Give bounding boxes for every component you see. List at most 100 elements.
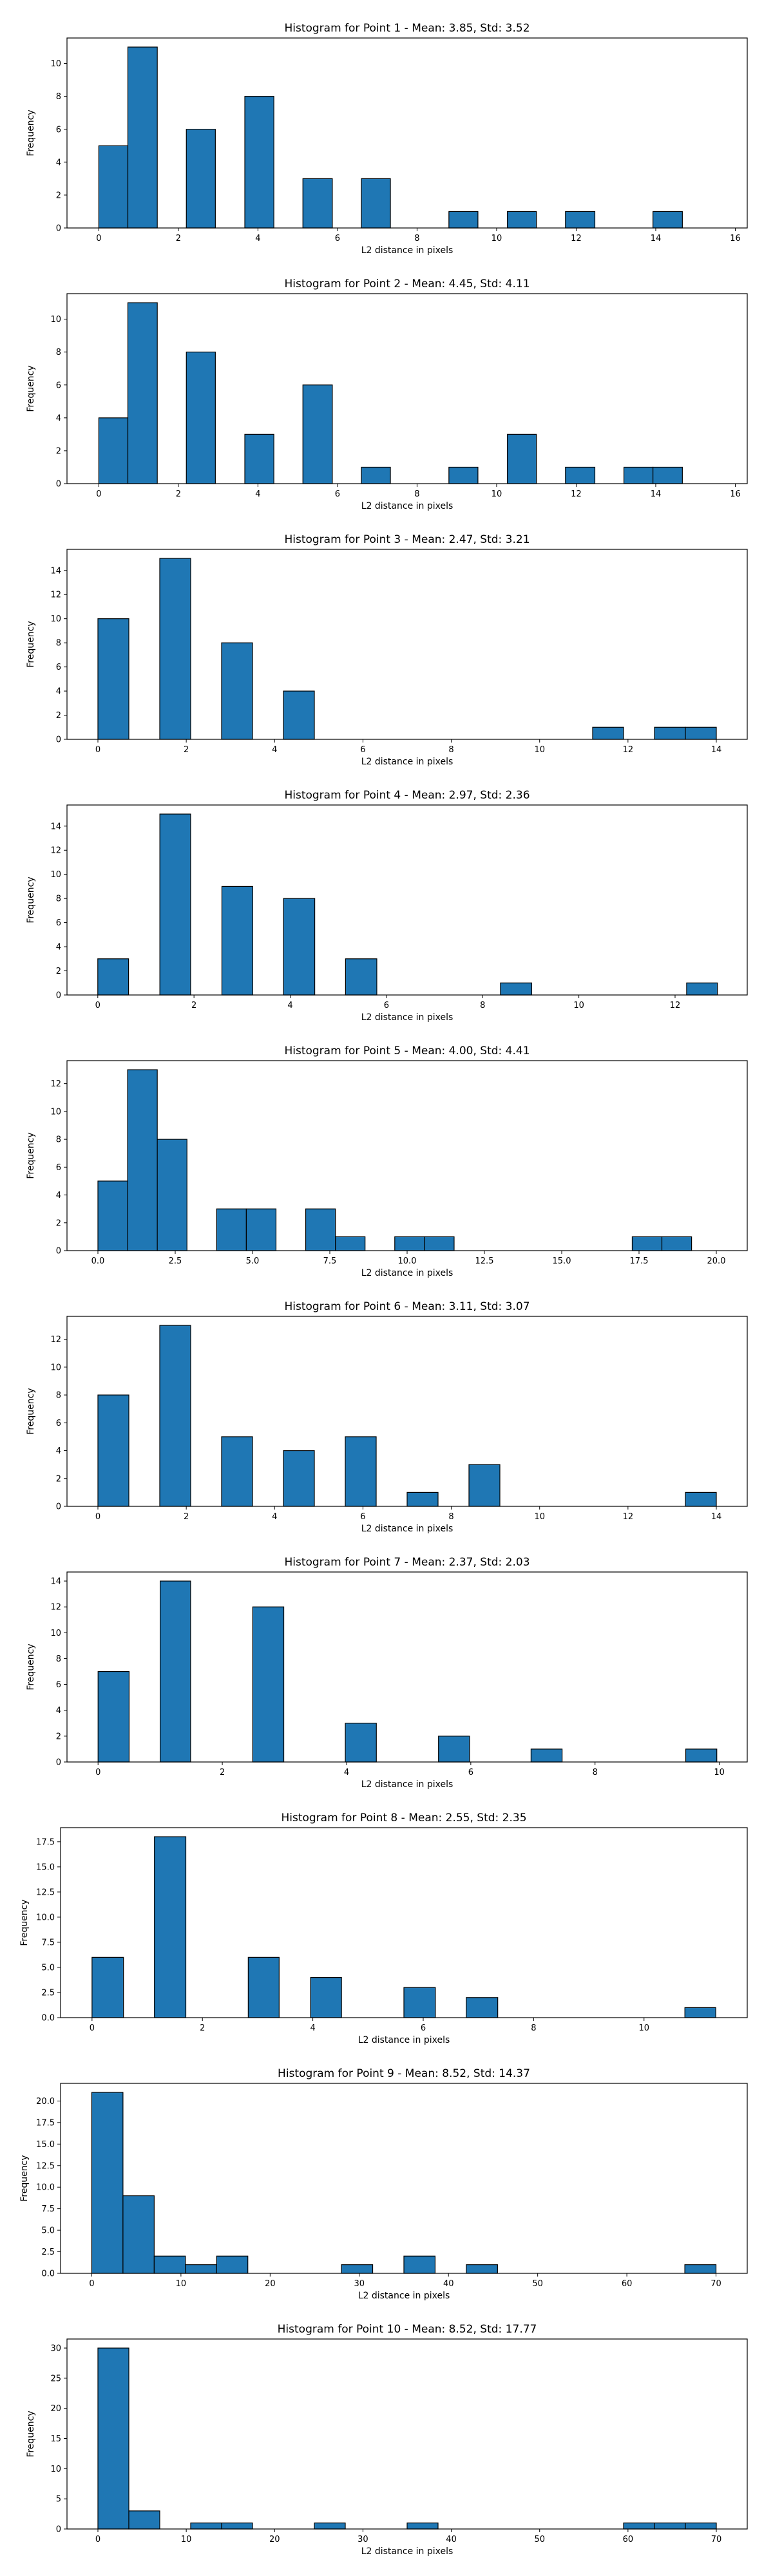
y-tick-label: 5.0 xyxy=(41,2226,55,2236)
y-tick-label: 8 xyxy=(56,895,61,904)
y-tick-label: 0 xyxy=(56,991,61,1001)
histogram-bar xyxy=(530,1748,563,1763)
histogram-bar xyxy=(661,1236,692,1251)
y-tick-label: 25 xyxy=(50,2374,61,2383)
histogram-bar xyxy=(97,1394,129,1507)
x-tick-label: 2 xyxy=(184,745,189,755)
x-tick-label: 50 xyxy=(532,2279,543,2289)
y-tick-label: 2 xyxy=(56,191,61,200)
histogram-bar xyxy=(252,1606,285,1763)
y-tick-label: 12 xyxy=(50,591,61,600)
x-tick-label: 0 xyxy=(89,2279,94,2289)
y-tick-label: 14 xyxy=(50,822,61,831)
histogram-bar xyxy=(631,1236,663,1251)
histogram-bar xyxy=(245,1208,277,1251)
x-axis-label: L2 distance in pixels xyxy=(361,245,453,256)
x-tick-label: 4 xyxy=(255,234,260,243)
y-tick-label: 2 xyxy=(56,1732,61,1741)
x-tick-label: 60 xyxy=(623,2535,634,2544)
x-tick-label: 2.5 xyxy=(169,1256,182,1266)
y-tick-label: 8 xyxy=(56,1654,61,1664)
y-tick-label: 8 xyxy=(56,1391,61,1401)
histogram-bar xyxy=(565,466,596,484)
y-tick-label: 7.5 xyxy=(41,1938,55,1947)
x-tick-label: 20 xyxy=(269,2535,280,2544)
y-tick-label: 20 xyxy=(50,2404,61,2414)
histogram-bar xyxy=(361,178,391,229)
x-tick-label: 10 xyxy=(638,2023,649,2033)
y-tick-label: 6 xyxy=(56,918,61,928)
histogram-panel-2: Histogram for Point 2 - Mean: 4.45, Std:… xyxy=(26,278,748,511)
histogram-bar xyxy=(341,2264,374,2274)
y-tick-label: 10 xyxy=(50,1629,61,1638)
histogram-bar xyxy=(153,2255,186,2274)
y-tick-label: 12.5 xyxy=(36,1888,55,1897)
y-tick-label: 2.5 xyxy=(41,2248,55,2257)
histogram-bar xyxy=(283,1450,315,1507)
x-tick-label: 12 xyxy=(571,489,582,499)
chart-title: Histogram for Point 2 - Mean: 4.45, Std:… xyxy=(284,278,530,290)
y-tick-label: 0 xyxy=(56,224,61,234)
y-axis-label: Frequency xyxy=(26,876,36,923)
x-tick-label: 8 xyxy=(448,745,453,755)
y-tick-label: 8 xyxy=(56,1135,61,1145)
plot-frame xyxy=(66,293,748,484)
histogram-bar xyxy=(127,1069,158,1251)
chart-title: Histogram for Point 3 - Mean: 2.47, Std:… xyxy=(284,533,530,546)
histogram-bar xyxy=(127,46,158,229)
y-tick-label: 6 xyxy=(56,663,61,672)
histogram-panel-1: Histogram for Point 1 - Mean: 3.85, Std:… xyxy=(26,22,748,256)
histogram-bar xyxy=(97,1671,130,1763)
y-tick-label: 2 xyxy=(56,967,61,976)
plot-frame xyxy=(60,1827,748,2018)
x-tick-label: 10 xyxy=(176,2279,187,2289)
y-tick-label: 8 xyxy=(56,348,61,357)
x-tick-label: 12 xyxy=(571,234,582,243)
y-tick-label: 7.5 xyxy=(41,2204,55,2214)
histogram-panel-10: Histogram for Point 10 - Mean: 8.52, Std… xyxy=(26,2323,748,2557)
x-tick-label: 10 xyxy=(534,745,545,755)
histogram-bar xyxy=(653,211,683,229)
x-tick-label: 12 xyxy=(670,1001,681,1010)
x-axis-label: L2 distance in pixels xyxy=(361,2546,453,2557)
x-tick-label: 14 xyxy=(711,745,722,755)
x-axis-label: L2 distance in pixels xyxy=(361,1524,453,1534)
histogram-bar xyxy=(97,958,129,996)
histogram-bar xyxy=(186,352,216,484)
y-tick-label: 2.5 xyxy=(41,1988,55,1998)
x-tick-label: 50 xyxy=(534,2535,545,2544)
histogram-bar xyxy=(190,2523,222,2530)
histogram-bar xyxy=(157,1139,187,1251)
histogram-bar xyxy=(244,96,274,229)
x-tick-label: 12 xyxy=(623,745,634,755)
chart-title: Histogram for Point 4 - Mean: 2.97, Std:… xyxy=(284,789,530,802)
histogram-bar xyxy=(686,982,718,996)
chart-title: Histogram for Point 9 - Mean: 8.52, Std:… xyxy=(278,2067,530,2080)
plot-frame xyxy=(66,549,748,740)
histogram-panel-3: Histogram for Point 3 - Mean: 2.47, Std:… xyxy=(26,533,748,767)
y-tick-label: 4 xyxy=(56,1191,61,1200)
histogram-bar xyxy=(310,1976,342,2018)
x-tick-label: 6 xyxy=(360,745,365,755)
x-tick-label: 8 xyxy=(593,1768,598,1777)
histogram-bar xyxy=(221,642,253,740)
x-tick-label: 70 xyxy=(711,2535,722,2544)
x-tick-label: 8 xyxy=(531,2023,536,2033)
chart-title: Histogram for Point 6 - Mean: 3.11, Std:… xyxy=(284,1300,530,1313)
x-tick-label: 6 xyxy=(335,489,340,499)
x-tick-label: 10 xyxy=(534,1512,545,1522)
x-tick-label: 15.0 xyxy=(553,1256,571,1266)
x-tick-label: 2 xyxy=(176,234,181,243)
y-axis-label: Frequency xyxy=(26,109,36,156)
histogram-bar xyxy=(159,813,191,996)
y-tick-label: 8 xyxy=(56,639,61,649)
x-tick-label: 10 xyxy=(181,2535,192,2544)
y-tick-label: 10.0 xyxy=(36,1913,55,1922)
histogram-bar xyxy=(283,690,315,740)
histogram-panel-7: Histogram for Point 7 - Mean: 2.37, Std:… xyxy=(26,1556,748,1790)
histogram-bar xyxy=(335,1236,366,1251)
y-tick-label: 5 xyxy=(56,2495,61,2505)
y-tick-label: 10 xyxy=(50,2465,61,2474)
histogram-panel-8: Histogram for Point 8 - Mean: 2.55, Std:… xyxy=(19,1812,748,2045)
x-tick-label: 8 xyxy=(448,1512,453,1522)
